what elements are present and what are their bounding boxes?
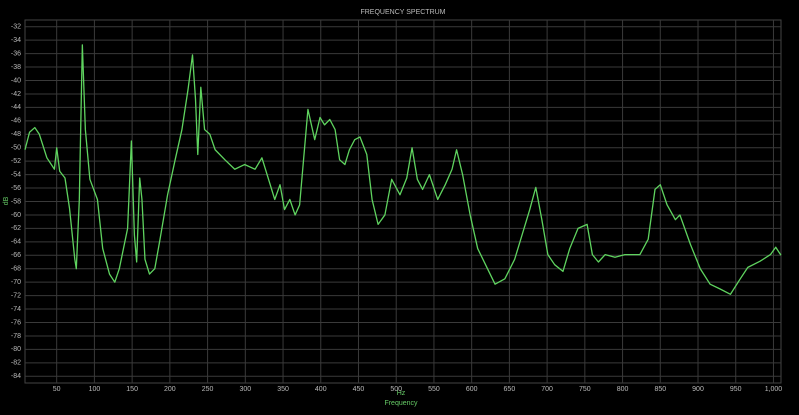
- x-tick-label: 250: [202, 386, 214, 393]
- y-tick-label: -54: [11, 171, 21, 178]
- y-tick-label: -76: [11, 319, 21, 326]
- y-tick-label: -60: [11, 212, 21, 219]
- x-tick-label: 300: [239, 386, 251, 393]
- y-tick-label: -84: [11, 373, 21, 380]
- x-tick-label: 150: [126, 386, 138, 393]
- x-axis-label: Frequency: [384, 400, 418, 407]
- x-tick-label: 600: [466, 386, 478, 393]
- y-tick-label: -64: [11, 239, 21, 246]
- x-tick-label: 450: [353, 386, 365, 393]
- y-tick-label: -32: [11, 24, 21, 31]
- y-tick-label: -58: [11, 198, 21, 205]
- x-tick-label: 500: [390, 386, 402, 393]
- y-tick-label: -50: [11, 145, 21, 152]
- y-tick-label: -52: [11, 158, 21, 165]
- y-tick-label: -72: [11, 292, 21, 299]
- x-tick-label: 1,000: [765, 386, 783, 393]
- x-tick-label: 50: [53, 386, 61, 393]
- y-tick-label: -38: [11, 64, 21, 71]
- y-axis-label: dB: [3, 196, 10, 205]
- y-tick-label: -48: [11, 131, 21, 138]
- y-tick-label: -82: [11, 360, 21, 367]
- y-tick-label: -66: [11, 252, 21, 259]
- y-tick-label: -80: [11, 346, 21, 353]
- y-tick-label: -62: [11, 225, 21, 232]
- y-tick-label: -46: [11, 118, 21, 125]
- x-tick-label: 650: [504, 386, 516, 393]
- x-tick-label: 950: [730, 386, 742, 393]
- x-axis-unit: Hz: [397, 390, 406, 397]
- y-tick-label: -70: [11, 279, 21, 286]
- y-tick-label: -56: [11, 185, 21, 192]
- x-tick-label: 200: [164, 386, 176, 393]
- x-tick-label: 750: [579, 386, 591, 393]
- y-tick-label: -40: [11, 77, 21, 84]
- x-tick-label: 550: [428, 386, 440, 393]
- spectrum-line: [24, 44, 782, 295]
- y-tick-label: -68: [11, 266, 21, 273]
- x-tick-label: 850: [654, 386, 666, 393]
- y-tick-label: -44: [11, 104, 21, 111]
- chart-title: FREQUENCY SPECTRUM: [360, 9, 445, 16]
- y-tick-label: -34: [11, 37, 21, 44]
- y-tick-label: -78: [11, 333, 21, 340]
- y-tick-label: -42: [11, 91, 21, 98]
- y-tick-label: -36: [11, 50, 21, 57]
- x-tick-label: 900: [692, 386, 704, 393]
- x-tick-label: 800: [617, 386, 629, 393]
- x-tick-label: 350: [277, 386, 289, 393]
- y-tick-label: -74: [11, 306, 21, 313]
- x-tick-label: 700: [541, 386, 553, 393]
- x-tick-label: 400: [315, 386, 327, 393]
- x-tick-label: 100: [89, 386, 101, 393]
